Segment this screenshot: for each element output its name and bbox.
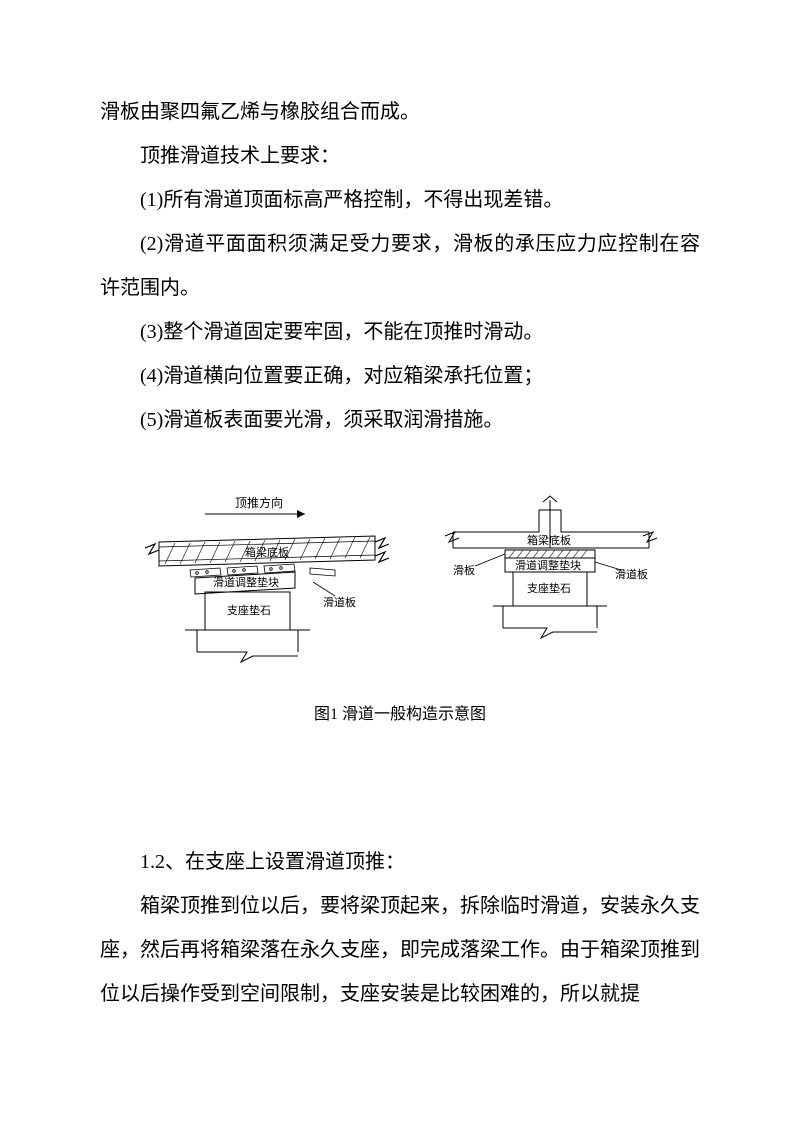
document-page: 滑板由聚四氟乙烯与橡胶组合而成。 顶推滑道技术上要求： (1)所有滑道顶面标高严…: [0, 0, 800, 1076]
item-5: (5)滑道板表面要光滑，须采取润滑措施。: [100, 398, 700, 442]
label-box-beam-bottom-right: 箱梁底板: [527, 533, 571, 547]
heading-requirements: 顶推滑道技术上要求：: [100, 134, 700, 178]
diagram-right: 箱梁底板 滑板 滑道调整垫块 滑道板: [435, 492, 665, 682]
label-slide-plate-left: 滑道板: [323, 595, 356, 609]
item-1: (1)所有滑道顶面标高严格控制，不得出现差错。: [100, 178, 700, 222]
label-bearing-pad-left: 支座垫石: [227, 603, 271, 617]
spacer: [100, 740, 700, 840]
item-4: (4)滑道横向位置要正确，对应箱梁承托位置；: [100, 354, 700, 398]
arrow-label: 顶推方向: [235, 495, 283, 510]
diagram-left: 顶推方向: [135, 492, 395, 682]
item-2: (2)滑道平面面积须满足受力要求，滑板的承压应力应控制在容许范围内。: [100, 222, 700, 310]
figure-caption: 图1 滑道一般构造示意图: [100, 700, 700, 724]
section-1-2: 1.2、在支座上设置滑道顶推：: [100, 840, 700, 884]
body-2: 箱梁顶推到位以后，要将梁顶起来，拆除临时滑道，安装永久支座，然后再将箱梁落在永久…: [100, 884, 700, 1016]
line-continuation: 滑板由聚四氟乙烯与橡胶组合而成。: [100, 90, 700, 134]
label-slider-right: 滑板: [453, 563, 475, 577]
label-adjust-pad-left: 滑道调整垫块: [213, 575, 279, 589]
label-bearing-pad-right: 支座垫石: [527, 581, 571, 595]
label-box-beam-bottom: 箱梁底板: [245, 545, 289, 559]
item-3: (3)整个滑道固定要牢固，不能在顶推时滑动。: [100, 310, 700, 354]
diagram-row: 顶推方向: [100, 492, 700, 682]
label-adjust-pad-right: 滑道调整垫块: [515, 558, 581, 572]
label-slide-plate-right: 滑道板: [615, 567, 648, 581]
